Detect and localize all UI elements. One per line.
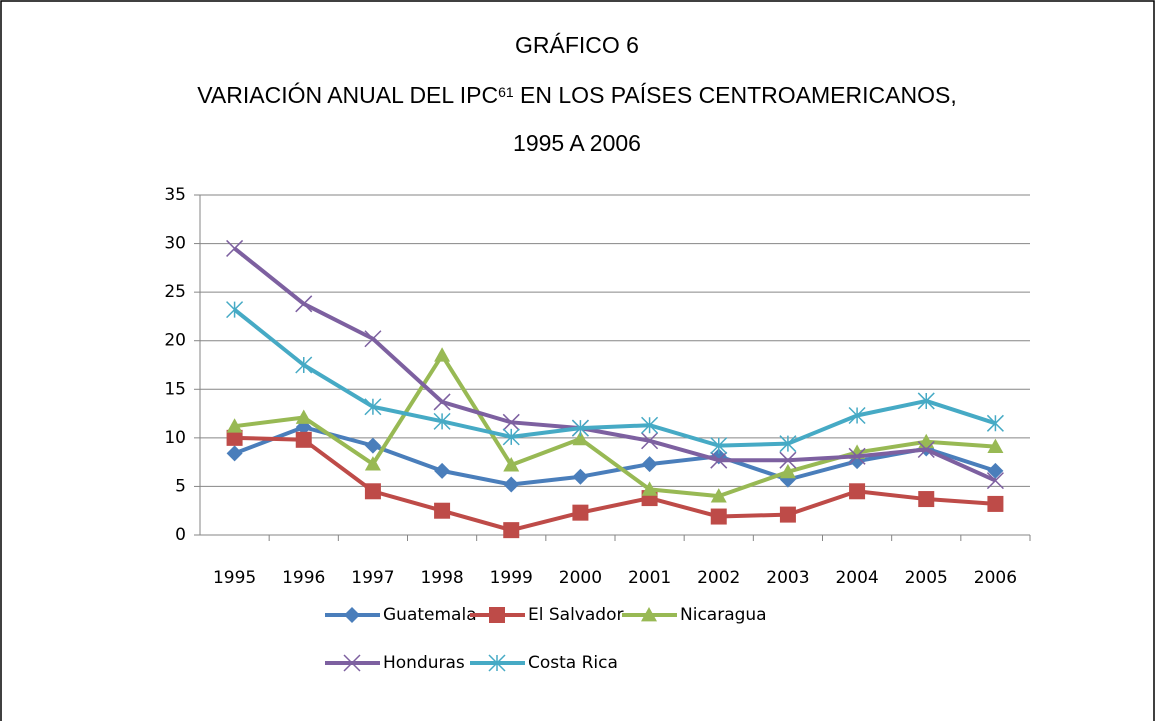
y-tick-label: 35 [164, 185, 186, 205]
marker [641, 416, 659, 434]
legend-entry: Nicaragua [622, 605, 767, 625]
marker [641, 456, 658, 473]
marker [779, 463, 796, 479]
chart-title: GRÁFICO 6 [515, 32, 639, 58]
legend-entry: Costa Rica [470, 653, 618, 673]
legend-label: Honduras [383, 653, 465, 673]
marker [364, 398, 382, 416]
x-tick-label: 2000 [559, 568, 602, 588]
marker [489, 607, 505, 623]
marker [986, 414, 1004, 432]
marker [295, 295, 313, 313]
legend-entry: Guatemala [325, 605, 477, 625]
marker [849, 483, 866, 500]
marker [710, 508, 727, 525]
marker [779, 435, 797, 453]
marker [433, 393, 451, 411]
y-tick-label: 30 [164, 234, 186, 254]
marker [710, 437, 728, 455]
y-tick-label: 5 [175, 476, 186, 496]
marker [503, 457, 520, 472]
marker [295, 409, 312, 424]
y-tick-label: 15 [164, 379, 186, 399]
marker [848, 406, 866, 425]
marker [226, 418, 243, 433]
y-tick-label: 0 [175, 525, 186, 545]
marker [918, 491, 935, 508]
legend-entry: Honduras [325, 653, 465, 673]
marker [434, 502, 451, 519]
marker [779, 451, 797, 469]
marker [364, 483, 381, 500]
series-line [233, 425, 997, 487]
marker [917, 440, 935, 459]
marker [488, 654, 506, 672]
y-tick-label: 25 [164, 282, 186, 302]
marker [987, 462, 1004, 479]
legend-entry: El Salvador [470, 605, 623, 625]
marker [987, 438, 1004, 453]
marker [502, 428, 520, 446]
x-tick-label: 2004 [835, 568, 878, 588]
subtitle-rest: EN LOS PAÍSES CENTROAMERICANOS, [514, 82, 957, 108]
x-tick-label: 1997 [351, 568, 394, 588]
marker [986, 472, 1004, 490]
marker [987, 495, 1004, 512]
x-tick-label: 2002 [697, 568, 740, 588]
marker [434, 347, 451, 362]
marker [344, 607, 360, 623]
x-tick-label: 1996 [282, 568, 325, 588]
marker [641, 432, 659, 450]
marker [343, 654, 361, 672]
marker [295, 356, 313, 374]
marker [226, 429, 243, 446]
x-tick-label: 1998 [420, 568, 463, 588]
legend-label: El Salvador [528, 605, 623, 625]
x-tick-label: 2005 [905, 568, 948, 588]
marker [502, 413, 520, 431]
x-tick-label: 2003 [766, 568, 809, 588]
chart-subtitle: VARIACIÓN ANUAL DEL IPC61 EN LOS PAÍSES … [197, 82, 956, 108]
series-line [233, 308, 997, 448]
marker [434, 462, 451, 479]
marker [779, 506, 796, 523]
x-tick-label: 2006 [974, 568, 1017, 588]
x-tick-label: 1999 [490, 568, 533, 588]
y-tick-label: 10 [164, 428, 186, 448]
footnote: 61 [498, 84, 514, 100]
marker [572, 430, 589, 446]
marker [710, 488, 727, 503]
marker [641, 481, 658, 496]
series-line [234, 353, 996, 499]
marker [503, 522, 520, 539]
legend-label: Nicaragua [680, 605, 767, 625]
marker [571, 419, 589, 437]
subtitle-text: VARIACIÓN ANUAL DEL IPC [197, 82, 498, 108]
marker [572, 504, 589, 521]
series-line [234, 435, 996, 533]
marker [226, 445, 243, 462]
y-tick-label: 20 [164, 331, 186, 351]
legend-label: Guatemala [383, 605, 477, 625]
marker [433, 412, 451, 430]
marker [641, 607, 657, 622]
marker [848, 447, 866, 465]
marker [364, 456, 381, 471]
x-tick-label: 1995 [213, 568, 256, 588]
marker [917, 392, 935, 410]
marker [710, 451, 728, 469]
marker [226, 301, 244, 319]
marker [572, 468, 589, 485]
marker [364, 330, 382, 348]
marker [295, 431, 312, 448]
marker [226, 239, 244, 257]
marker [503, 476, 520, 493]
marker [364, 437, 381, 454]
x-tick-label: 2001 [628, 568, 671, 588]
legend-label: Costa Rica [528, 653, 618, 673]
chart-subtitle: 1995 A 2006 [513, 130, 641, 156]
series-line [233, 246, 997, 483]
